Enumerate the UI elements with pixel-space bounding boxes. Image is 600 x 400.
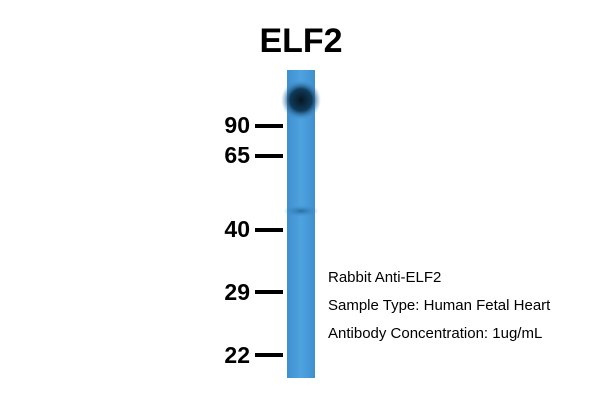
marker-label: 40 xyxy=(224,216,250,242)
marker-label: 22 xyxy=(224,342,250,368)
annotation: Sample Type: Human Fetal Heart xyxy=(328,297,551,314)
annotation: Rabbit Anti-ELF2 xyxy=(328,269,441,286)
annotations: Rabbit Anti-ELF2 Sample Type: Human Feta… xyxy=(328,269,551,342)
marker-label: 65 xyxy=(224,142,250,168)
annotation: Antibody Concentration: 1ug/mL xyxy=(328,325,542,342)
band xyxy=(281,80,321,120)
title: ELF2 xyxy=(259,22,342,60)
marker-ladder: 90 65 40 29 22 xyxy=(224,112,283,368)
lane xyxy=(281,70,321,378)
lane-strip xyxy=(287,70,315,378)
marker-label: 90 xyxy=(224,112,250,138)
band xyxy=(283,205,319,217)
marker-label: 29 xyxy=(224,279,250,305)
